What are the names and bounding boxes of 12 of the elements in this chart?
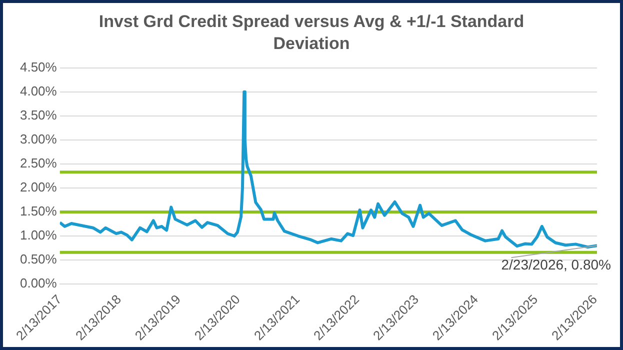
y-tick-label: 3.00%: [20, 131, 58, 146]
y-tick-label: 3.50%: [20, 107, 58, 122]
y-tick-label: 0.00%: [20, 276, 58, 291]
annotation: 2/23/2026, 0.80%: [501, 256, 612, 273]
y-tick-label: 2.00%: [20, 180, 58, 195]
chart-title: Invst Grd Credit Spread versus Avg & +1/-1 Standard Deviation: [98, 11, 526, 55]
y-tick-label: 0.50%: [20, 252, 58, 267]
y-tick-label: 4.50%: [20, 59, 58, 74]
y-tick-label: 2.50%: [20, 156, 58, 170]
y-tick-label: 1.50%: [20, 204, 58, 219]
y-tick-label: 1.00%: [20, 228, 58, 243]
y-tick-label: 4.00%: [20, 83, 58, 98]
